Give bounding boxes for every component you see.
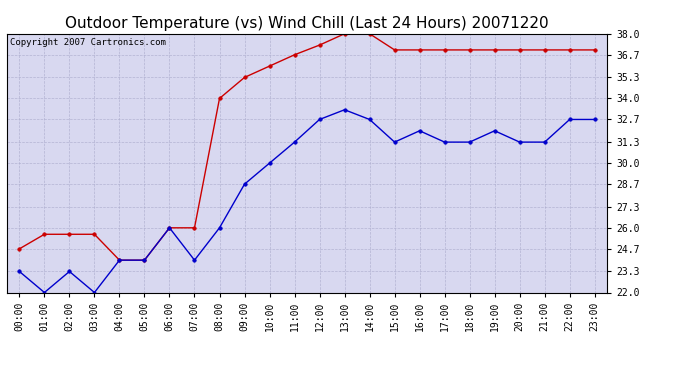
Text: Copyright 2007 Cartronics.com: Copyright 2007 Cartronics.com — [10, 38, 166, 46]
Title: Outdoor Temperature (vs) Wind Chill (Last 24 Hours) 20071220: Outdoor Temperature (vs) Wind Chill (Las… — [66, 16, 549, 31]
